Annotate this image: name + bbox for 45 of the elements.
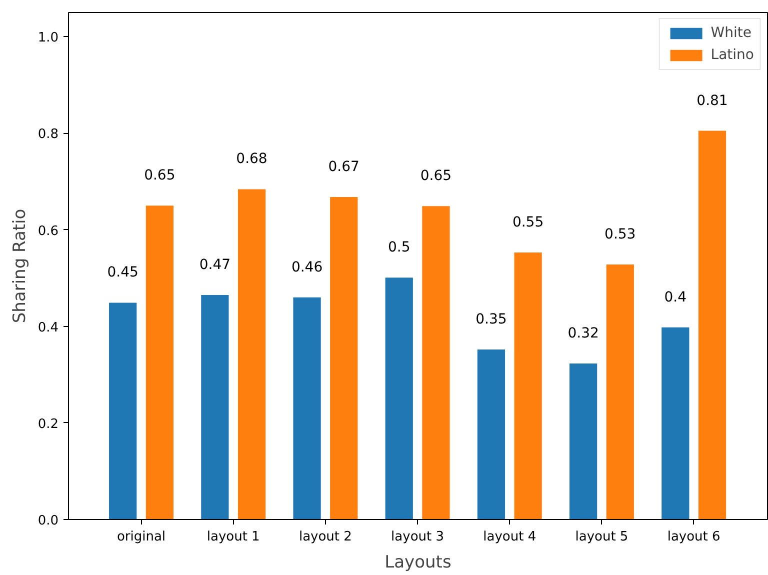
data-label: 0.81 — [696, 92, 728, 109]
bar — [385, 278, 413, 520]
data-label: 0.35 — [476, 312, 507, 328]
y-tick-label: 0.4 — [38, 320, 59, 336]
bar — [698, 130, 726, 520]
bar — [477, 350, 506, 520]
data-label: 0.4 — [664, 289, 687, 306]
x-tick-label: original — [116, 530, 166, 544]
y-tick-label: 0.8 — [38, 127, 59, 142]
y-tick-label: 0.6 — [38, 224, 59, 239]
data-label: 0.5 — [388, 240, 410, 256]
bar — [569, 364, 598, 520]
data-label: 0.67 — [328, 158, 360, 175]
data-label: 0.65 — [144, 168, 176, 184]
x-tick-label: layout 1 — [206, 530, 260, 544]
data-label: 0.55 — [512, 214, 544, 230]
bar — [109, 302, 137, 520]
data-label: 0.47 — [199, 256, 231, 273]
y-axis-title: Sharing Ratio — [10, 208, 30, 324]
bar — [146, 206, 174, 520]
legend-label: Latino — [710, 47, 754, 63]
data-label: 0.46 — [291, 259, 323, 276]
bar — [293, 297, 321, 520]
y-tick-label: 0.2 — [38, 416, 59, 432]
bar — [662, 327, 690, 520]
y-tick-label: 1.0 — [38, 30, 59, 46]
bar — [201, 294, 229, 520]
data-label: 0.68 — [236, 151, 268, 168]
data-label: 0.53 — [604, 226, 636, 243]
bar — [606, 264, 634, 520]
legend-label: White — [710, 25, 752, 41]
data-label: 0.45 — [107, 264, 138, 281]
x-tick-label: layout 2 — [298, 530, 352, 544]
y-tick-label: 0.0 — [38, 514, 59, 528]
x-tick-label: layout 6 — [667, 530, 720, 544]
bar — [238, 189, 266, 520]
data-label: 0.32 — [568, 326, 599, 342]
bar — [330, 196, 358, 520]
x-tick-label: layout 5 — [575, 530, 628, 544]
x-tick-label: layout 3 — [391, 530, 444, 544]
data-label: 0.65 — [420, 168, 452, 184]
bar — [422, 206, 450, 520]
bar — [514, 252, 542, 520]
x-axis-title: Layouts — [384, 552, 452, 572]
x-tick-label: layout 4 — [483, 530, 536, 544]
